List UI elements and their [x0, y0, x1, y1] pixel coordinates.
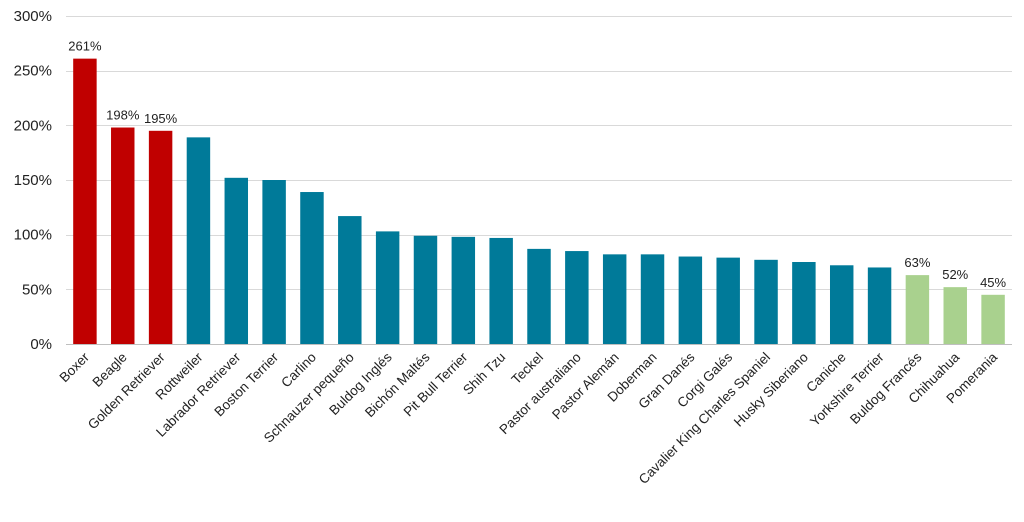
bar: [905, 275, 930, 344]
y-tick-label: 300%: [14, 8, 52, 25]
data-label: 198%: [106, 108, 140, 123]
y-tick-label: 200%: [14, 117, 52, 134]
data-labels: 261% 198% 195% 63% 52% 45%: [68, 39, 1006, 290]
bar: [792, 262, 816, 344]
bar: [754, 259, 778, 344]
bar: [527, 248, 551, 344]
bar: [186, 137, 211, 344]
data-label: 261%: [68, 39, 102, 54]
bar: [489, 237, 513, 344]
data-label: 63%: [904, 255, 930, 270]
y-tick-label: 250%: [14, 63, 52, 80]
gridlines: [66, 16, 1012, 345]
y-axis-ticks: 0% 50% 100% 150% 200% 250% 300%: [14, 8, 52, 353]
bar: [73, 58, 97, 344]
bar: [224, 177, 249, 344]
bar: [716, 257, 740, 344]
x-tick-label: Boxer: [56, 349, 92, 385]
bar: [262, 180, 286, 344]
bar: [829, 265, 854, 344]
bar: [111, 127, 135, 345]
bar: [943, 287, 967, 344]
bar: [867, 267, 892, 344]
bar: [565, 251, 589, 344]
y-tick-label: 0%: [30, 336, 52, 353]
bar: [451, 236, 476, 344]
bar: [148, 130, 173, 344]
bar: [300, 192, 324, 344]
bar: [640, 254, 665, 344]
y-tick-label: 100%: [14, 227, 52, 244]
bar: [413, 235, 438, 344]
bars: [73, 58, 1005, 345]
y-tick-label: 50%: [22, 281, 52, 298]
x-tick-label: Shih Tzu: [460, 350, 508, 398]
data-label: 52%: [942, 267, 968, 282]
bar: [678, 256, 703, 344]
data-label: 195%: [144, 111, 178, 126]
x-tick-label: Pastor Alemán: [549, 350, 622, 423]
bar: [338, 216, 362, 344]
bar: [602, 254, 627, 344]
bar: [981, 294, 1005, 344]
bar: [375, 231, 400, 344]
data-label: 45%: [980, 275, 1006, 290]
y-tick-label: 150%: [14, 172, 52, 189]
